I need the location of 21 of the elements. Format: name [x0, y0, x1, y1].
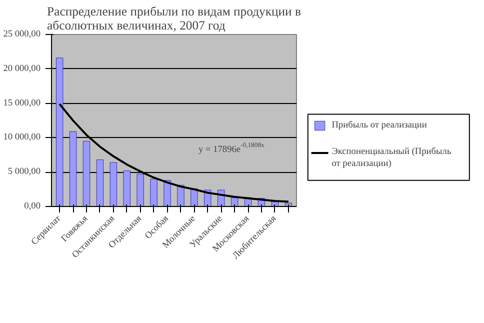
- legend-label: Прибыль от реализации: [332, 120, 427, 131]
- y-tick-label: 5 000,00: [8, 167, 41, 178]
- bar: [230, 197, 238, 206]
- bar: [164, 180, 171, 206]
- bar: [150, 178, 158, 206]
- bar: [123, 170, 130, 206]
- bar: [69, 131, 77, 206]
- y-tick-label: 25 000,00: [3, 30, 41, 40]
- y-tick-label: 10 000,00: [3, 132, 41, 143]
- bar: [110, 162, 118, 206]
- bar: [136, 174, 144, 206]
- chart-title: Распределение прибыли по видам продукции в абсолютных величинах, 2007 год: [47, 4, 301, 32]
- bar: [56, 58, 64, 206]
- bar: [177, 184, 184, 206]
- legend-label: Экспоненциальный (Прибыль от реализации): [332, 147, 452, 170]
- bar: [96, 159, 104, 206]
- y-tick-label: 15 000,00: [3, 98, 41, 108]
- bar: [284, 202, 292, 206]
- y-tick-label: 20 000,00: [3, 64, 41, 74]
- y-tick-label: 0,00: [24, 202, 41, 212]
- bar: [82, 140, 90, 206]
